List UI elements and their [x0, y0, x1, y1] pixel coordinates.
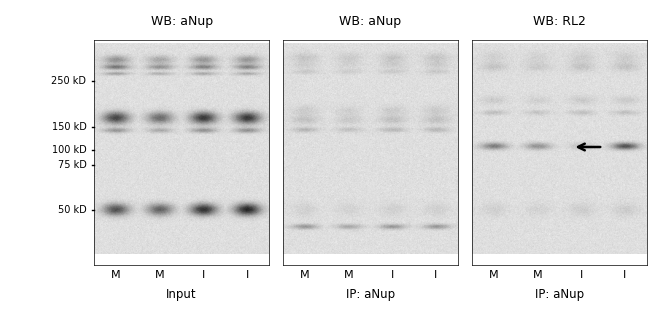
- Text: I: I: [434, 270, 437, 280]
- Text: WB: aNup: WB: aNup: [339, 15, 402, 28]
- Text: 75 kD: 75 kD: [57, 160, 86, 170]
- Text: WB: RL2: WB: RL2: [533, 15, 586, 28]
- Text: I: I: [580, 270, 583, 280]
- Text: I: I: [623, 270, 627, 280]
- Text: IP: aNup: IP: aNup: [346, 288, 395, 301]
- Text: M: M: [489, 270, 499, 280]
- Text: 50 kD: 50 kD: [58, 205, 86, 215]
- Text: 150 kD: 150 kD: [51, 122, 86, 132]
- Text: I: I: [202, 270, 205, 280]
- Text: M: M: [300, 270, 310, 280]
- Text: M: M: [155, 270, 164, 280]
- Text: M: M: [111, 270, 121, 280]
- Text: M: M: [533, 270, 542, 280]
- Text: 250 kD: 250 kD: [51, 76, 86, 86]
- Text: I: I: [246, 270, 249, 280]
- Text: WB: aNup: WB: aNup: [151, 15, 213, 28]
- Text: Input: Input: [166, 288, 197, 301]
- Text: IP: aNup: IP: aNup: [535, 288, 584, 301]
- Text: I: I: [391, 270, 394, 280]
- Text: 100 kD: 100 kD: [51, 145, 86, 155]
- Text: M: M: [344, 270, 354, 280]
